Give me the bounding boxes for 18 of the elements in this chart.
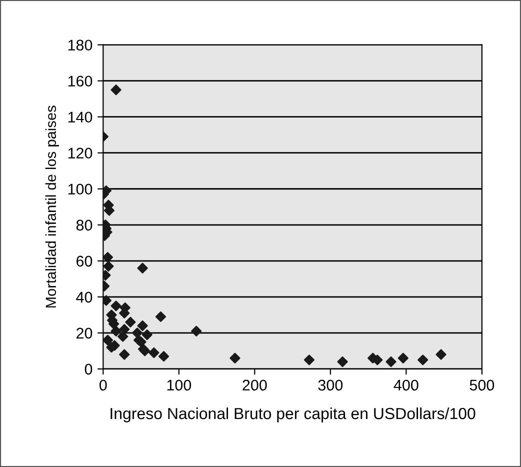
y-axis-title: Mortalidad infantil de los paises bbox=[45, 106, 59, 308]
x-tick-label: 500 bbox=[470, 380, 494, 391]
x-tick-label: 400 bbox=[394, 380, 418, 391]
y-tick-label: 140 bbox=[68, 112, 92, 123]
y-tick-label: 0 bbox=[84, 364, 92, 375]
x-tick-label: 300 bbox=[318, 380, 343, 391]
y-tick-label: 20 bbox=[76, 328, 92, 339]
x-tick-label: 0 bbox=[100, 380, 107, 391]
y-tick-label: 120 bbox=[68, 148, 92, 159]
x-tick-label: 100 bbox=[167, 380, 192, 391]
y-tick-label: 100 bbox=[68, 184, 92, 195]
y-tick-label: 160 bbox=[68, 76, 92, 87]
y-tick-label: 60 bbox=[76, 256, 92, 267]
y-tick-label: 80 bbox=[76, 220, 92, 231]
y-tick-label: 40 bbox=[76, 292, 92, 303]
y-tick-label: 180 bbox=[68, 40, 92, 51]
x-axis-title: Ingreso Nacional Bruto per capita en USDollars/100 bbox=[110, 407, 476, 422]
x-tick-label: 200 bbox=[242, 380, 267, 391]
